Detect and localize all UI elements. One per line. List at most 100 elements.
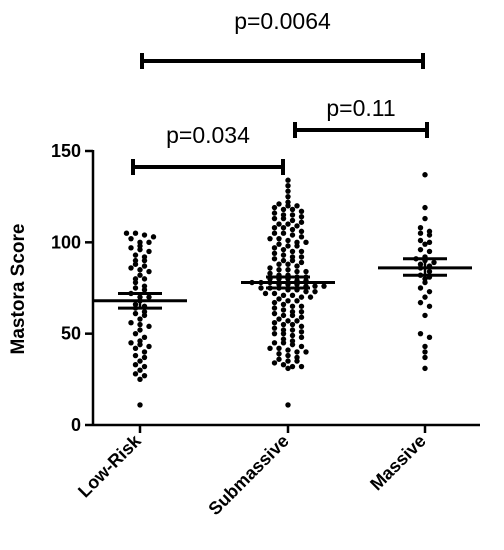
data-point	[280, 252, 287, 258]
data-point	[276, 241, 282, 247]
data-point	[285, 221, 291, 227]
p-value-label: p=0.034	[166, 122, 250, 148]
data-point	[276, 345, 282, 351]
data-point	[426, 248, 433, 255]
data-point	[146, 239, 152, 246]
data-point	[276, 296, 282, 302]
data-point	[289, 292, 296, 299]
data-point	[276, 267, 282, 273]
data-point	[312, 288, 318, 295]
data-point	[276, 316, 282, 322]
data-point	[285, 365, 291, 372]
data-point	[285, 358, 291, 364]
data-point	[422, 312, 428, 319]
data-point	[298, 248, 305, 255]
data-point	[137, 376, 143, 383]
data-point	[294, 268, 300, 275]
data-point	[267, 270, 273, 277]
data-point	[422, 343, 428, 350]
data-point	[137, 367, 143, 373]
data-point	[417, 237, 424, 244]
data-point	[271, 325, 278, 331]
y-tick-label: 150	[51, 141, 81, 161]
data-point	[294, 349, 300, 355]
data-point	[417, 285, 424, 291]
data-point	[271, 204, 278, 211]
data-point	[298, 254, 305, 260]
data-point	[271, 245, 278, 251]
data-point	[303, 268, 309, 275]
data-point	[132, 330, 139, 337]
data-point	[271, 310, 278, 317]
data-point	[132, 362, 139, 368]
data-point	[422, 204, 428, 211]
data-point	[271, 230, 278, 236]
data-point	[294, 358, 300, 364]
data-point	[285, 203, 291, 209]
data-point	[417, 299, 424, 306]
y-axis-title: Mastora Score	[8, 224, 29, 355]
data-point	[146, 268, 152, 275]
data-point	[141, 312, 148, 319]
data-point	[289, 232, 296, 238]
data-point	[298, 309, 305, 315]
data-point	[289, 341, 296, 348]
data-point	[285, 193, 291, 200]
data-point	[141, 287, 148, 293]
data-point	[271, 360, 278, 366]
data-point	[271, 250, 278, 256]
data-point	[285, 352, 291, 359]
data-point	[289, 321, 296, 328]
data-point	[276, 356, 282, 362]
data-point	[137, 316, 143, 322]
data-point	[285, 177, 291, 183]
data-point	[128, 245, 134, 251]
data-point	[132, 352, 139, 359]
data-point	[285, 188, 291, 194]
data-point	[321, 283, 327, 289]
data-point	[137, 402, 143, 408]
data-point	[271, 340, 278, 346]
data-point	[303, 239, 309, 246]
data-point	[258, 285, 264, 291]
data-point	[289, 217, 296, 224]
data-point	[137, 246, 143, 253]
data-point	[141, 349, 148, 355]
data-point	[298, 234, 305, 240]
data-point	[141, 257, 148, 264]
data-point	[426, 334, 433, 341]
data-point	[289, 312, 296, 319]
data-point	[294, 223, 300, 229]
data-point	[128, 235, 134, 242]
data-point	[267, 265, 273, 271]
data-point	[303, 349, 309, 355]
data-point	[271, 305, 278, 311]
data-point	[276, 351, 282, 357]
data-point	[141, 263, 148, 269]
data-point	[298, 314, 305, 320]
data-point	[417, 230, 424, 236]
data-point	[289, 257, 296, 264]
data-point	[298, 294, 305, 300]
data-point	[132, 261, 139, 267]
data-point	[289, 206, 296, 213]
data-point	[271, 215, 278, 222]
data-point	[285, 298, 291, 304]
data-point	[422, 354, 428, 361]
data-point	[426, 288, 433, 295]
data-point	[141, 334, 148, 341]
x-ticks: Low-Risk Submassive Massive	[74, 425, 430, 519]
data-point	[426, 232, 433, 238]
p-value-label: p=0.0064	[234, 8, 331, 34]
data-point	[271, 290, 278, 297]
data-point	[289, 363, 296, 370]
data-point	[141, 232, 148, 238]
data-point	[289, 248, 296, 255]
data-point	[280, 257, 287, 264]
p-value-label: p=0.11	[326, 95, 395, 121]
y-tick-label: 50	[61, 324, 81, 344]
data-point	[276, 261, 282, 267]
data-point	[298, 259, 305, 266]
data-point	[276, 221, 282, 227]
